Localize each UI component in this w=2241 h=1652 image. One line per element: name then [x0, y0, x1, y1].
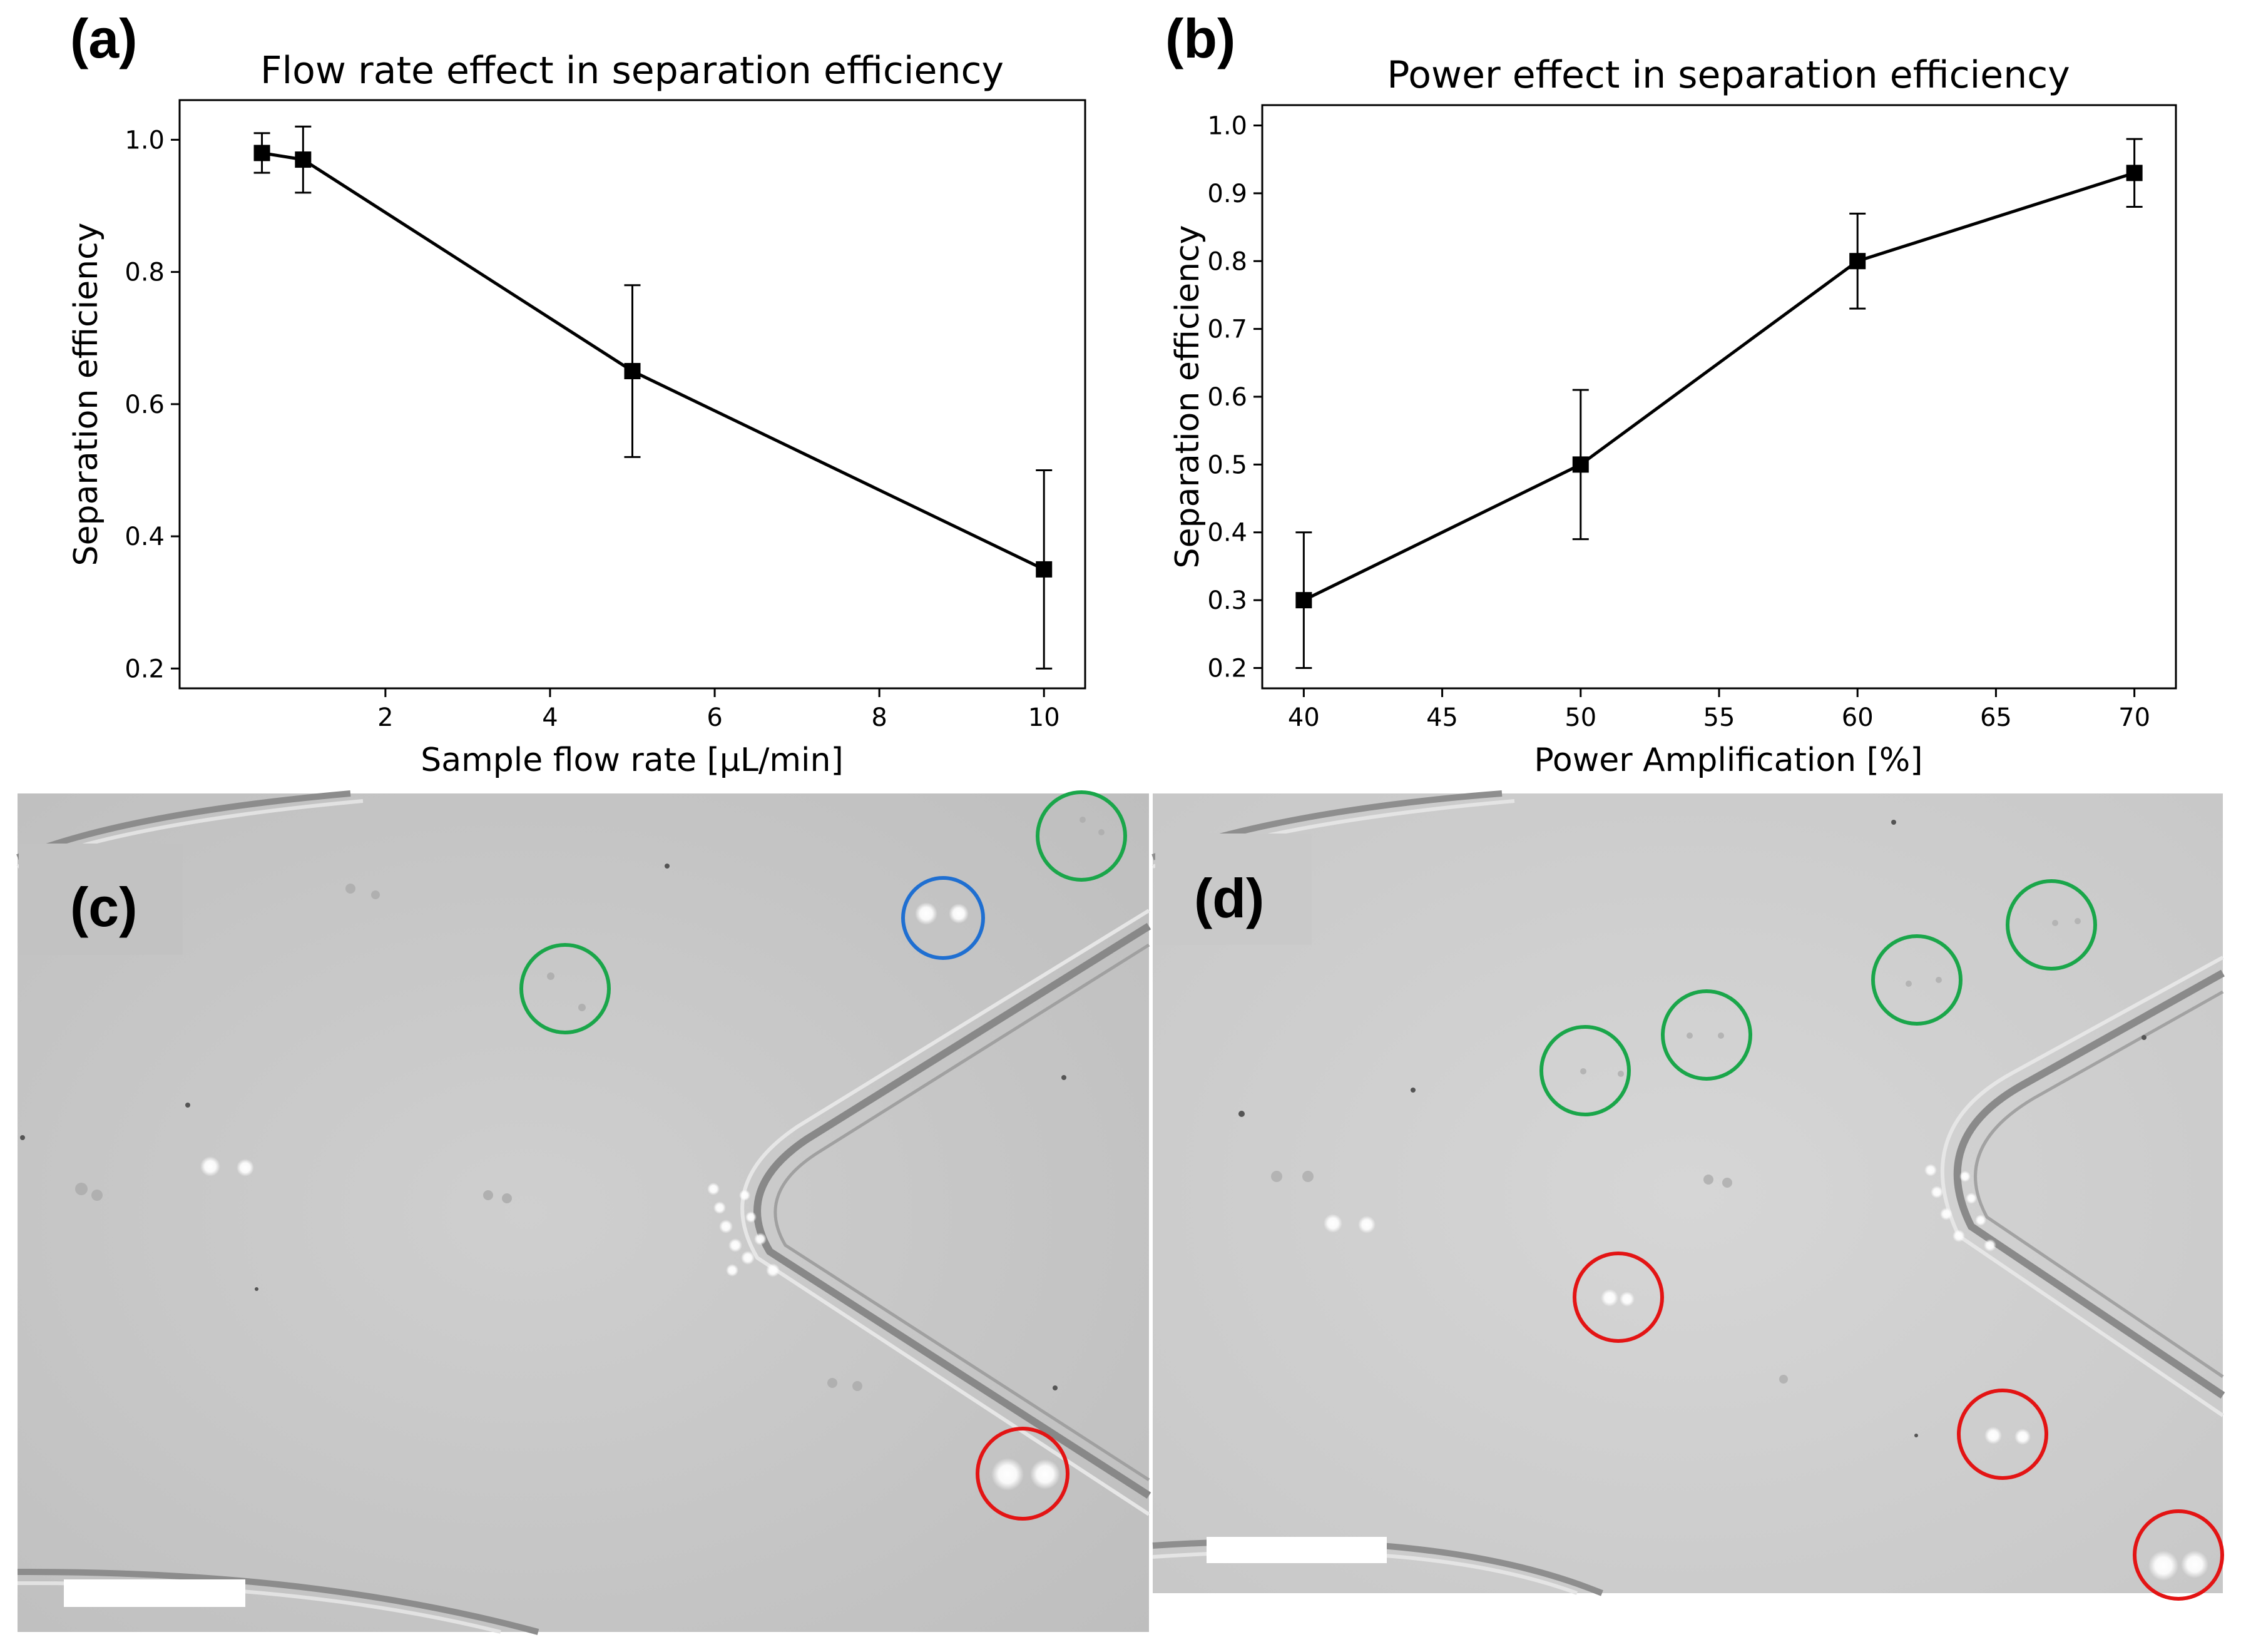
chart-a-marks [253, 125, 1053, 670]
blue-circle-c [901, 876, 985, 960]
chart-a-series-line [262, 151, 1045, 571]
splitter-wall-c-inner [740, 909, 1150, 1516]
chart-b-xtick-label: 70 [2118, 703, 2150, 732]
chart-b-xtick-label: 45 [1426, 703, 1458, 732]
panel-a-label: (a) [70, 8, 138, 69]
panel-c-micrograph: (c) [16, 790, 1151, 1635]
chart-b-xtick-label: 55 [1703, 703, 1735, 732]
chart-a-title: Flow rate effect in separation efficienc… [260, 49, 1004, 93]
particle-pair-d-red1 [1601, 1289, 1635, 1307]
chart-a-ytick-label: 0.8 [125, 258, 165, 287]
chart-a-ytick-label: 1.0 [125, 126, 165, 155]
chart-b-marks [1295, 138, 2143, 669]
red-circle-d2 [1957, 1389, 2048, 1480]
red-circle-c [976, 1427, 1069, 1521]
green-circle-d4 [2006, 879, 2097, 971]
scale-bar-d [1207, 1537, 1387, 1563]
panel-b-label: (b) [1165, 8, 1235, 69]
chart-b-ytick-label: 0.7 [1207, 315, 1247, 344]
chart-b-ytick-label: 0.6 [1207, 383, 1247, 412]
particle-pair-c-left [200, 1156, 254, 1176]
micrograph-d-background [1153, 793, 2223, 1593]
chart-b-ytick-label: 0.4 [1207, 519, 1247, 548]
chart-a-ytick-label: 0.6 [125, 390, 165, 419]
channel-wall-bottom-c [17, 1568, 539, 1635]
chart-a-axes: 2 4 6 8 10 0.2 0.4 0.6 0.8 1.0 [125, 126, 1059, 732]
red-circle-d1 [1573, 1252, 1664, 1343]
dust-specks-c [20, 864, 1066, 1390]
particle-trail-d [1924, 1164, 1996, 1252]
chart-a-ylabel: Separation efficiency [68, 223, 105, 566]
panel-d-micrograph: (d) [1151, 790, 2225, 1601]
faint-particles-d [1271, 918, 2081, 1384]
chart-b-ylabel: Separation efficiency [1169, 225, 1207, 569]
chart-b-ytick-label: 0.5 [1207, 451, 1247, 479]
chart-b-ytick-label: 0.3 [1207, 586, 1247, 615]
green-circle-d1 [1539, 1025, 1631, 1116]
panel-d-label: (d) [1194, 867, 1264, 929]
chart-b-xtick-label: 40 [1288, 703, 1320, 732]
green-circle-d2 [1661, 989, 1752, 1081]
chart-a-data-point [295, 151, 312, 168]
chart-a-xtick-label: 2 [377, 703, 393, 732]
panel-b: (b) Power effect in separation efficienc… [1165, 8, 2177, 779]
micrograph-c-background [18, 793, 1149, 1632]
chart-a-ytick-label: 0.4 [125, 523, 165, 551]
chart-a-data-point [624, 363, 641, 380]
chart-b-xtick-label: 50 [1565, 703, 1596, 732]
red-circle-d3 [2133, 1509, 2224, 1601]
green-circle-d3 [1871, 934, 1963, 1026]
green-circle-c1 [519, 943, 611, 1034]
dust-specks-d [1238, 820, 2147, 1437]
chart-b-xtick-label: 60 [1842, 703, 1874, 732]
splitter-wall-d [1953, 969, 2225, 1399]
chart-b-xtick-label: 65 [1980, 703, 2012, 732]
scale-bar-c [64, 1579, 245, 1607]
chart-a-xtick-label: 4 [542, 703, 558, 732]
chart-b-title: Power effect in separation efficiency [1387, 53, 2070, 97]
chart-b-ytick-label: 1.0 [1207, 112, 1247, 141]
chart-b-data-point [1295, 592, 1312, 609]
chart-b-xlabel: Power Amplification [%] [1534, 742, 1922, 779]
chart-a-ytick-label: 0.2 [125, 655, 165, 683]
chart-b-data-point [1572, 456, 1589, 473]
panel-d-label-bg [1155, 834, 1312, 945]
chart-a-xtick-label: 6 [707, 703, 722, 732]
green-circle-c2 [1036, 790, 1127, 882]
particle-pair-d-red3 [2148, 1551, 2208, 1581]
splitter-wall-d-outer [1974, 990, 2224, 1379]
chart-b-data-point [2126, 165, 2143, 181]
particle-pair-d-left [1324, 1214, 1376, 1233]
particle-pair-d-red2 [1984, 1427, 2031, 1445]
chart-a-plot-area [178, 99, 1086, 690]
chart-b-plot-area [1261, 104, 2177, 690]
chart-a-xlabel: Sample flow rate [μL/min] [421, 742, 844, 779]
faint-particles-c [75, 817, 1105, 1391]
chart-b-data-point [1849, 253, 1866, 270]
particle-pair-c-blue [915, 902, 969, 925]
chart-b-series-line [1303, 171, 2135, 602]
chart-a-data-point [253, 145, 270, 161]
particle-trail-c [707, 1183, 780, 1277]
chart-a-xtick-label: 8 [871, 703, 887, 732]
chart-b-ytick-label: 0.9 [1207, 180, 1247, 208]
panel-c-label: (c) [70, 876, 138, 938]
panel-a: (a) Flow rate effect in separation effic… [68, 8, 1086, 779]
panel-c-label-bg [19, 844, 183, 955]
chart-a-data-point [1036, 561, 1053, 578]
chart-a-xtick-label: 10 [1028, 703, 1060, 732]
chart-b-axes: 40 45 50 55 60 65 70 0.2 0.3 0.4 0.5 0.6 0.7 0.8 0.9 1.… [1207, 112, 2150, 732]
splitter-wall-c-outer [773, 943, 1150, 1482]
particle-pair-c-red [991, 1458, 1060, 1491]
chart-b-ytick-label: 0.8 [1207, 247, 1247, 276]
chart-b-ytick-label: 0.2 [1207, 654, 1247, 683]
